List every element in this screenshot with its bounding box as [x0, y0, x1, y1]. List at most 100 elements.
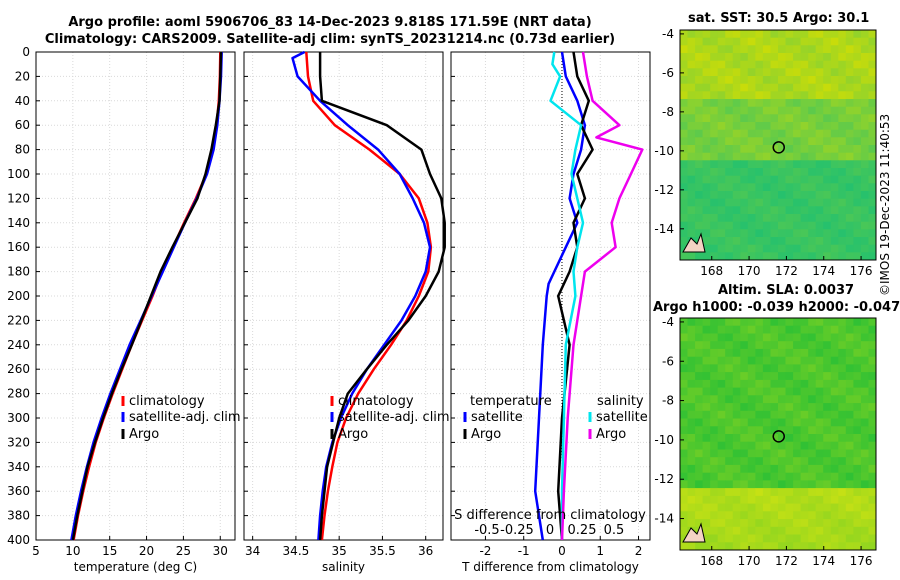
temperature-legend-argo-label: Argo [129, 427, 159, 442]
depth-tick-label: 320 [7, 435, 30, 449]
sla-map-xtick-label: 174 [812, 554, 835, 568]
diff-legend-temp-satellite-label: satellite [471, 410, 523, 425]
depth-tick-label: 120 [7, 191, 30, 205]
salinity-diff-axis-label: S difference from climatology [454, 508, 646, 523]
sst-map-ytick-label: -8 [662, 105, 674, 119]
salinity-diff-satellite-line [549, 51, 585, 540]
salinity-panel-xtick-label: 35 [332, 544, 347, 558]
sst-map-ytick-label: -14 [654, 222, 674, 236]
depth-tick-label: 300 [7, 411, 30, 425]
temperature-panel-xtick-label: 30 [213, 544, 228, 558]
salinity-panel-xtick-label: 34.5 [283, 544, 310, 558]
depth-tick-label: 240 [7, 338, 30, 352]
temperature-panel-xtick-label: 10 [65, 544, 80, 558]
sla-map-coast [682, 522, 706, 543]
salinity-argo-line [318, 52, 446, 541]
salinity-diff-tick-label: 0 [546, 523, 554, 538]
salinity-panel-xlabel: salinity [322, 560, 365, 574]
sla-map-xtick-label: 168 [700, 554, 723, 568]
sst-map-ytick-label: -12 [654, 183, 674, 197]
salinity-diff-tick-label: -0.5 [474, 523, 499, 538]
depth-tick-label: 260 [7, 362, 30, 376]
sst-map-xtick-label: 170 [738, 264, 761, 278]
depth-tick-label: 340 [7, 460, 30, 474]
sst-map-xtick-label: 168 [700, 264, 723, 278]
depth-tick-label: 100 [7, 167, 30, 181]
sla-map-cells [680, 318, 877, 551]
sla-map-xtick-label: 170 [738, 554, 761, 568]
depth-tick-label: 360 [7, 484, 30, 498]
depth-tick-label: 160 [7, 240, 30, 254]
salinity-panel-xtick-label: 34 [245, 544, 260, 558]
depth-tick-label: 140 [7, 216, 30, 230]
depth-tick-label: 0 [22, 45, 30, 59]
sla-map-xtick-label: 176 [850, 554, 873, 568]
sla-map-ytick-label: -8 [662, 394, 674, 408]
sst-map-xtick-label: 174 [812, 264, 835, 278]
salinity-diff-tick-label: -0.25 [500, 523, 534, 538]
salinity-panel-xtick-label: 36 [418, 544, 433, 558]
temperature-panel-xtick-label: 5 [32, 544, 40, 558]
temperature-legend-satellite-label: satellite-adj. clim [129, 410, 241, 425]
depth-tick-label: 200 [7, 289, 30, 303]
sst-map-argo-marker [772, 141, 785, 154]
temperature-legend-climatology-label: climatology [129, 394, 205, 409]
sst-map-title: sat. SST: 30.5 Argo: 30.1 [688, 11, 870, 26]
sla-map-title-line2: Argo h1000: -0.039 h2000: -0.047 [653, 300, 900, 315]
sla-map-ytick-label: -4 [662, 315, 674, 329]
temperature-diff-satellite-line [533, 51, 587, 541]
sst-map-ytick-label: -4 [662, 27, 674, 41]
salinity-climatology-line [305, 51, 433, 541]
sla-map-ytick-label: -6 [662, 354, 674, 368]
difference-panel-xtick-label: -2 [479, 544, 491, 558]
depth-tick-label: 380 [7, 509, 30, 523]
temperature-panel-xtick-label: 20 [139, 544, 154, 558]
diff-legend-temperature-title: temperature [470, 394, 552, 409]
depth-tick-label: 280 [7, 387, 30, 401]
depth-tick-label: 60 [15, 118, 30, 132]
depth-tick-label: 20 [15, 69, 30, 83]
sla-map-title-line1: Altim. SLA: 0.0037 [718, 283, 855, 298]
salinity-diff-tick-label: 0.25 [568, 523, 597, 538]
temperature-panel-xtick-label: 15 [102, 544, 117, 558]
difference-panel-xtick-label: -1 [518, 544, 530, 558]
figure-title-line1: Argo profile: aoml 5906706_83 14-Dec-202… [68, 15, 592, 30]
difference-panel-xlabel: T difference from climatology [461, 560, 639, 574]
diff-legend-sal-argo-label: Argo [596, 427, 626, 442]
temperature-argo-line [71, 51, 223, 541]
diff-legend-temp-argo-label: Argo [471, 427, 501, 442]
sst-map-coast [682, 232, 706, 253]
temperature-panel-xtick-label: 25 [176, 544, 191, 558]
sst-map-ytick-label: -10 [654, 144, 674, 158]
sst-map-cells [680, 30, 877, 261]
salinity-legend-argo-label: Argo [338, 427, 368, 442]
sla-map-ytick-label: -14 [654, 512, 674, 526]
sla-map-ytick-label: -10 [654, 433, 674, 447]
temperature-panel-xlabel: temperature (deg C) [74, 560, 197, 574]
sst-map-xtick-label: 176 [850, 264, 873, 278]
diff-legend-salinity-title: salinity [597, 394, 644, 409]
depth-tick-label: 40 [15, 94, 30, 108]
sst-map-xtick-label: 172 [775, 264, 798, 278]
depth-tick-label: 180 [7, 265, 30, 279]
diff-legend-sal-satellite-label: satellite [596, 410, 648, 425]
sla-map-xtick-label: 172 [775, 554, 798, 568]
sst-map-ytick-label: -6 [662, 66, 674, 80]
salinity-legend-climatology-label: climatology [338, 394, 414, 409]
difference-panel-xtick-label: 1 [596, 544, 604, 558]
depth-tick-label: 80 [15, 143, 30, 157]
sla-map-ytick-label: -12 [654, 472, 674, 486]
salinity-diff-argo-line [560, 51, 644, 541]
salinity-legend-satellite-label: satellite-adj. clim [338, 410, 450, 425]
salinity-panel-xtick-label: 35.5 [369, 544, 396, 558]
sla-map-argo-marker [772, 430, 785, 443]
salinity-diff-tick-label: 0.5 [604, 523, 625, 538]
depth-tick-label: 220 [7, 313, 30, 327]
difference-panel-xtick-label: 0 [558, 544, 566, 558]
sst-map-frame [679, 29, 877, 261]
figure-title-line2: Climatology: CARS2009. Satellite-adj cli… [44, 32, 616, 47]
sla-map-frame [679, 317, 877, 551]
depth-tick-label: 400 [7, 533, 30, 547]
difference-panel-xtick-label: 2 [635, 544, 643, 558]
